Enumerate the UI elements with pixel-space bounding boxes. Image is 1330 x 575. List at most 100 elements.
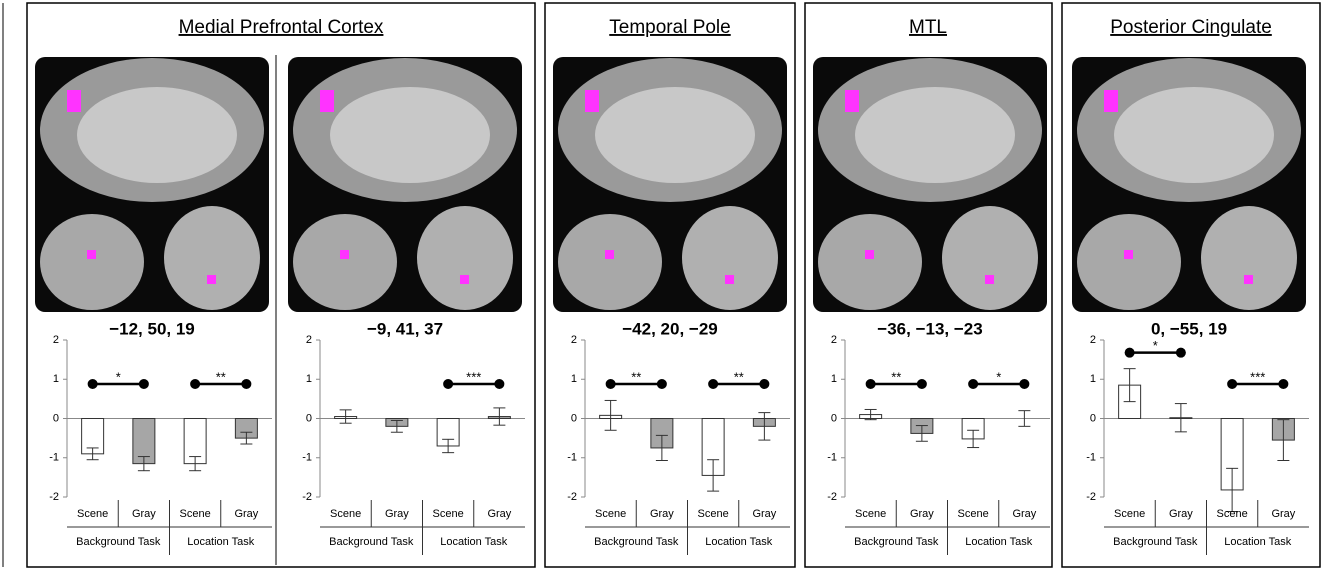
group-label: Location Task [187, 536, 255, 548]
x-tick-label: Gray [234, 508, 258, 520]
y-tick-label: 0 [1090, 412, 1096, 424]
x-tick-label: Scene [1114, 508, 1145, 520]
region-title: Medial Prefrontal Cortex [179, 17, 384, 38]
y-tick-label: -2 [827, 491, 837, 503]
brain-coronal [1077, 214, 1181, 310]
brain-sagittal-inner [595, 87, 755, 183]
chart-title: −9, 41, 37 [367, 319, 443, 338]
x-tick-label: Scene [1217, 508, 1248, 520]
y-tick-label: -2 [49, 491, 59, 503]
chart-title: 0, −55, 19 [1151, 319, 1227, 338]
sig-end [916, 379, 927, 389]
brain-coronal [293, 214, 397, 310]
y-tick-label: 1 [53, 373, 59, 385]
sig-label: ** [216, 369, 226, 384]
brain-sagittal-inner [77, 87, 237, 183]
brain-axial [164, 206, 260, 310]
brain-sagittal-inner [330, 87, 490, 183]
brain-sagittal-inner [855, 87, 1015, 183]
x-tick-label: Scene [958, 508, 989, 520]
sig-end [1124, 347, 1135, 358]
y-tick-label: 1 [306, 373, 312, 385]
activation [1124, 250, 1133, 259]
panel-box [804, 2, 1053, 568]
panel-box [544, 2, 796, 568]
y-tick-label: 2 [53, 334, 59, 346]
activation [585, 90, 599, 112]
sig-end [1278, 379, 1289, 389]
activation [725, 275, 734, 284]
region-title: MTL [909, 17, 947, 38]
brain-coronal [558, 214, 662, 310]
group-label: Location Task [705, 536, 773, 548]
brain-coronal [40, 214, 144, 310]
activation [320, 90, 334, 112]
y-tick-label: -1 [827, 452, 837, 464]
y-tick-label: 0 [53, 412, 59, 424]
activation [67, 90, 81, 112]
sig-end [190, 379, 201, 389]
y-tick-label: 1 [571, 373, 577, 385]
y-tick-label: 2 [831, 334, 837, 346]
brain-axial [1201, 206, 1297, 310]
sig-label: *** [1250, 369, 1265, 384]
activation [340, 250, 349, 259]
sig-end [1175, 347, 1186, 358]
activation [985, 275, 994, 284]
x-tick-label: Gray [1271, 508, 1295, 520]
y-tick-label: -2 [567, 491, 577, 503]
x-tick-label: Gray [752, 508, 776, 520]
sig-label: *** [466, 369, 481, 384]
panel-box [1061, 2, 1321, 568]
sig-end [656, 379, 667, 389]
x-tick-label: Scene [595, 508, 626, 520]
x-tick-label: Gray [910, 508, 934, 520]
group-label: Location Task [965, 536, 1033, 548]
y-tick-label: 0 [571, 412, 577, 424]
group-label: Location Task [440, 536, 508, 548]
sig-end [494, 379, 505, 389]
sig-end [1227, 379, 1238, 389]
y-tick-label: -1 [302, 452, 312, 464]
panel-box [26, 2, 536, 568]
x-tick-label: Gray [650, 508, 674, 520]
sig-end [1019, 379, 1030, 389]
activation [460, 275, 469, 284]
activation [87, 250, 96, 259]
activation [865, 250, 874, 259]
x-tick-label: Scene [433, 508, 464, 520]
group-label: Background Task [329, 536, 414, 548]
sig-end [138, 379, 149, 389]
y-tick-label: -1 [567, 452, 577, 464]
x-tick-label: Gray [1012, 508, 1036, 520]
y-tick-label: 0 [306, 412, 312, 424]
y-tick-label: -2 [1086, 491, 1096, 503]
sig-end [968, 379, 979, 389]
region-title: Temporal Pole [609, 17, 730, 38]
x-tick-label: Gray [132, 508, 156, 520]
sig-end [241, 379, 252, 389]
group-label: Background Task [594, 536, 679, 548]
y-tick-label: -1 [49, 452, 59, 464]
sig-label: * [116, 369, 121, 384]
activation [207, 275, 216, 284]
brain-sagittal-inner [1114, 87, 1274, 183]
x-tick-label: Scene [77, 508, 108, 520]
activation [605, 250, 614, 259]
x-tick-label: Scene [180, 508, 211, 520]
y-tick-label: -1 [1086, 452, 1096, 464]
group-label: Location Task [1224, 536, 1292, 548]
y-tick-label: 1 [831, 373, 837, 385]
y-tick-label: 2 [1090, 334, 1096, 346]
sig-end [708, 379, 719, 389]
brain-coronal [818, 214, 922, 310]
sig-end [87, 379, 98, 389]
chart-title: −36, −13, −23 [877, 319, 982, 338]
group-label: Background Task [854, 536, 939, 548]
x-tick-label: Gray [1169, 508, 1193, 520]
activation [845, 90, 859, 112]
x-tick-label: Gray [385, 508, 409, 520]
group-label: Background Task [1113, 536, 1198, 548]
brain-axial [417, 206, 513, 310]
sig-end [605, 379, 616, 389]
